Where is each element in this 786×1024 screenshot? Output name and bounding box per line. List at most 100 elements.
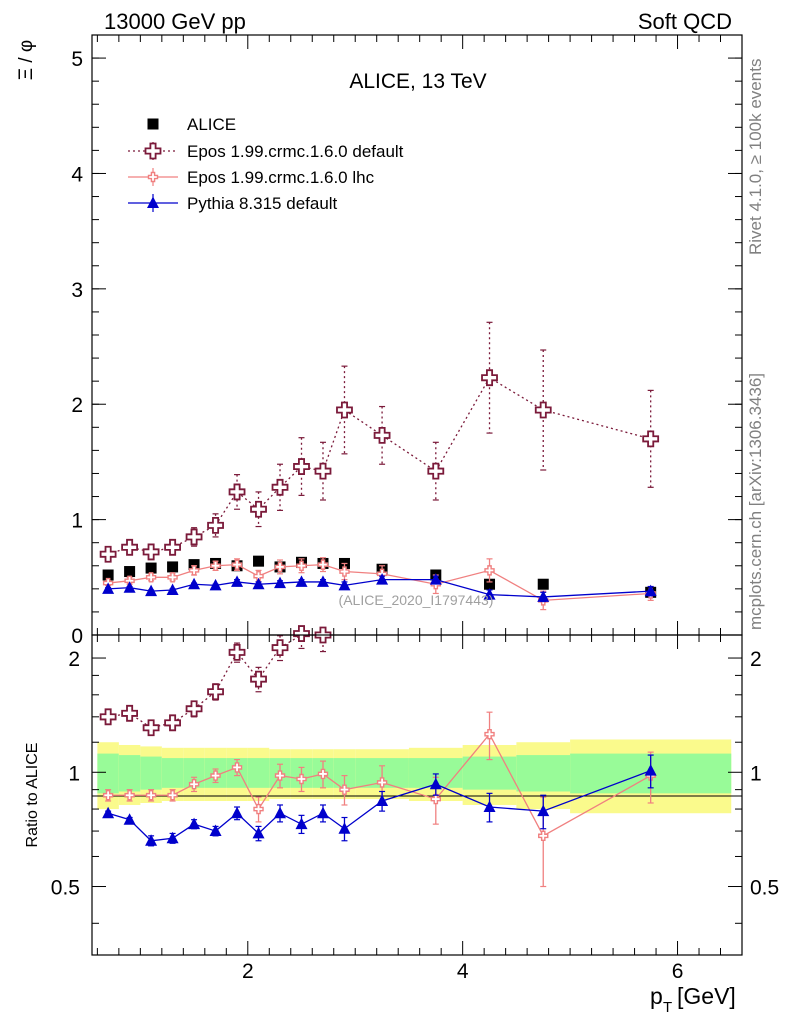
legend-item-alice: ALICE (147, 115, 236, 134)
ratio-y-axis-label: Ratio to ALICE (24, 743, 41, 848)
data-point-epos_lhc (210, 560, 221, 571)
data-point-alice (145, 562, 157, 574)
data-point-epos_lhc (188, 565, 200, 576)
data-point-epos_lhc (167, 572, 178, 583)
data-point-epos_lhc (296, 560, 307, 571)
data-point-epos_default (534, 401, 552, 419)
legend-label: Pythia 8.315 default (187, 194, 338, 213)
band-inner (333, 758, 356, 788)
x-tick-label: 6 (672, 960, 684, 983)
legend-marker-epos_lhc (147, 171, 159, 183)
legend-marker-epos_default (144, 142, 162, 160)
data-point-epos_default (121, 704, 139, 722)
data-point-alice (484, 578, 496, 590)
data-point-epos_default (481, 369, 498, 387)
data-point-pythia (316, 806, 329, 819)
data-point-epos_lhc (538, 830, 549, 842)
data-point-pythia (145, 834, 158, 846)
data-point-pythia (209, 824, 222, 837)
main-axis-ticks: 0 1 2 3 4 5 (71, 35, 742, 648)
data-point-pythia (316, 575, 329, 587)
data-point-epos_lhc (145, 790, 157, 801)
data-point-pythia (166, 831, 179, 844)
data-point-epos_default (228, 643, 246, 661)
data-point-pythia (231, 806, 244, 819)
data-point-pythia (295, 817, 308, 830)
data-point-pythia (252, 577, 265, 590)
data-point-epos_lhc (253, 803, 264, 815)
data-point-pythia (644, 764, 657, 776)
data-point-pythia (483, 588, 496, 600)
data-point-epos_lhc (102, 790, 114, 801)
ratio-y-tick-label-right: 2 (750, 648, 762, 671)
data-point-epos_default (121, 538, 139, 556)
data-point-epos_default (293, 625, 310, 642)
data-point-epos_lhc (339, 566, 350, 577)
legend-item-epos_lhc: Epos 1.99.crmc.1.6.0 lhc (128, 168, 375, 187)
ratio-y-tick-label: 1 (68, 762, 80, 785)
data-point-epos_default (250, 670, 267, 688)
band-inner (516, 755, 571, 792)
band-inner (462, 756, 517, 790)
data-point-epos_default (314, 462, 332, 480)
data-point-pythia (274, 576, 287, 589)
series-epos_default (99, 321, 660, 563)
data-point-epos_default (99, 545, 117, 563)
data-point-epos_default (99, 708, 117, 726)
data-point-epos_lhc (484, 728, 495, 740)
header-right: Soft QCD (638, 9, 732, 34)
data-point-epos_lhc (167, 790, 178, 801)
legend-label: Epos 1.99.crmc.1.6.0 lhc (187, 168, 375, 187)
data-point-alice (188, 559, 200, 571)
data-point-pythia (231, 575, 244, 587)
data-point-epos_lhc (317, 768, 329, 780)
y-tick-label: 0 (71, 625, 83, 648)
ratio-axis-ticks: 0.5 0.5 1 1 2 2 2 4 6 (51, 635, 779, 983)
data-point-epos_default (207, 516, 224, 534)
series-pythia (102, 754, 657, 847)
legend-marker-alice (147, 118, 159, 130)
data-point-pythia (123, 813, 136, 825)
data-point-epos_lhc (124, 790, 135, 801)
data-point-epos_lhc (210, 770, 221, 781)
data-point-pythia (102, 582, 115, 594)
data-point-pythia (123, 581, 136, 593)
ratio-y-tick-label: 0.5 (51, 877, 80, 900)
data-point-pythia (274, 806, 287, 819)
data-point-pythia (376, 794, 389, 807)
data-point-epos_default (185, 700, 203, 718)
x-tick-label: 2 (242, 960, 254, 983)
data-point-pythia (537, 804, 550, 817)
data-point-alice (537, 578, 549, 590)
data-point-epos_default (427, 462, 445, 480)
data-point-epos_lhc (274, 770, 286, 781)
data-point-pythia (102, 806, 115, 819)
data-point-epos_lhc (317, 559, 329, 570)
data-point-pythia (644, 584, 657, 597)
data-point-epos_default (336, 401, 353, 419)
data-point-epos_lhc (253, 570, 264, 582)
band-inner (97, 753, 119, 794)
x-axis-label-unit: [GeV] (677, 983, 736, 1009)
data-point-epos_lhc (376, 777, 388, 788)
band-inner (118, 755, 141, 792)
band-inner (161, 758, 184, 788)
ratio-plot-frame (91, 634, 743, 956)
data-point-pythia (537, 590, 550, 602)
data-point-alice (102, 569, 114, 581)
ratio-y-tick-label-right: 0.5 (750, 877, 779, 900)
data-point-epos_default (164, 714, 181, 732)
data-point-epos_lhc (231, 762, 243, 773)
ratio-y-tick-label-right: 1 (750, 762, 762, 785)
data-point-epos_lhc (145, 572, 157, 583)
band-inner (183, 758, 205, 788)
data-point-epos_default (142, 719, 160, 737)
data-point-epos_default (373, 426, 391, 444)
legend-item-epos_default: Epos 1.99.crmc.1.6.0 default (128, 142, 404, 161)
data-point-epos_lhc (188, 779, 200, 790)
data-point-epos_default (271, 478, 289, 496)
data-point-pythia (252, 826, 265, 839)
data-point-pythia (188, 817, 201, 830)
ratio-y-tick-label: 2 (68, 648, 80, 671)
